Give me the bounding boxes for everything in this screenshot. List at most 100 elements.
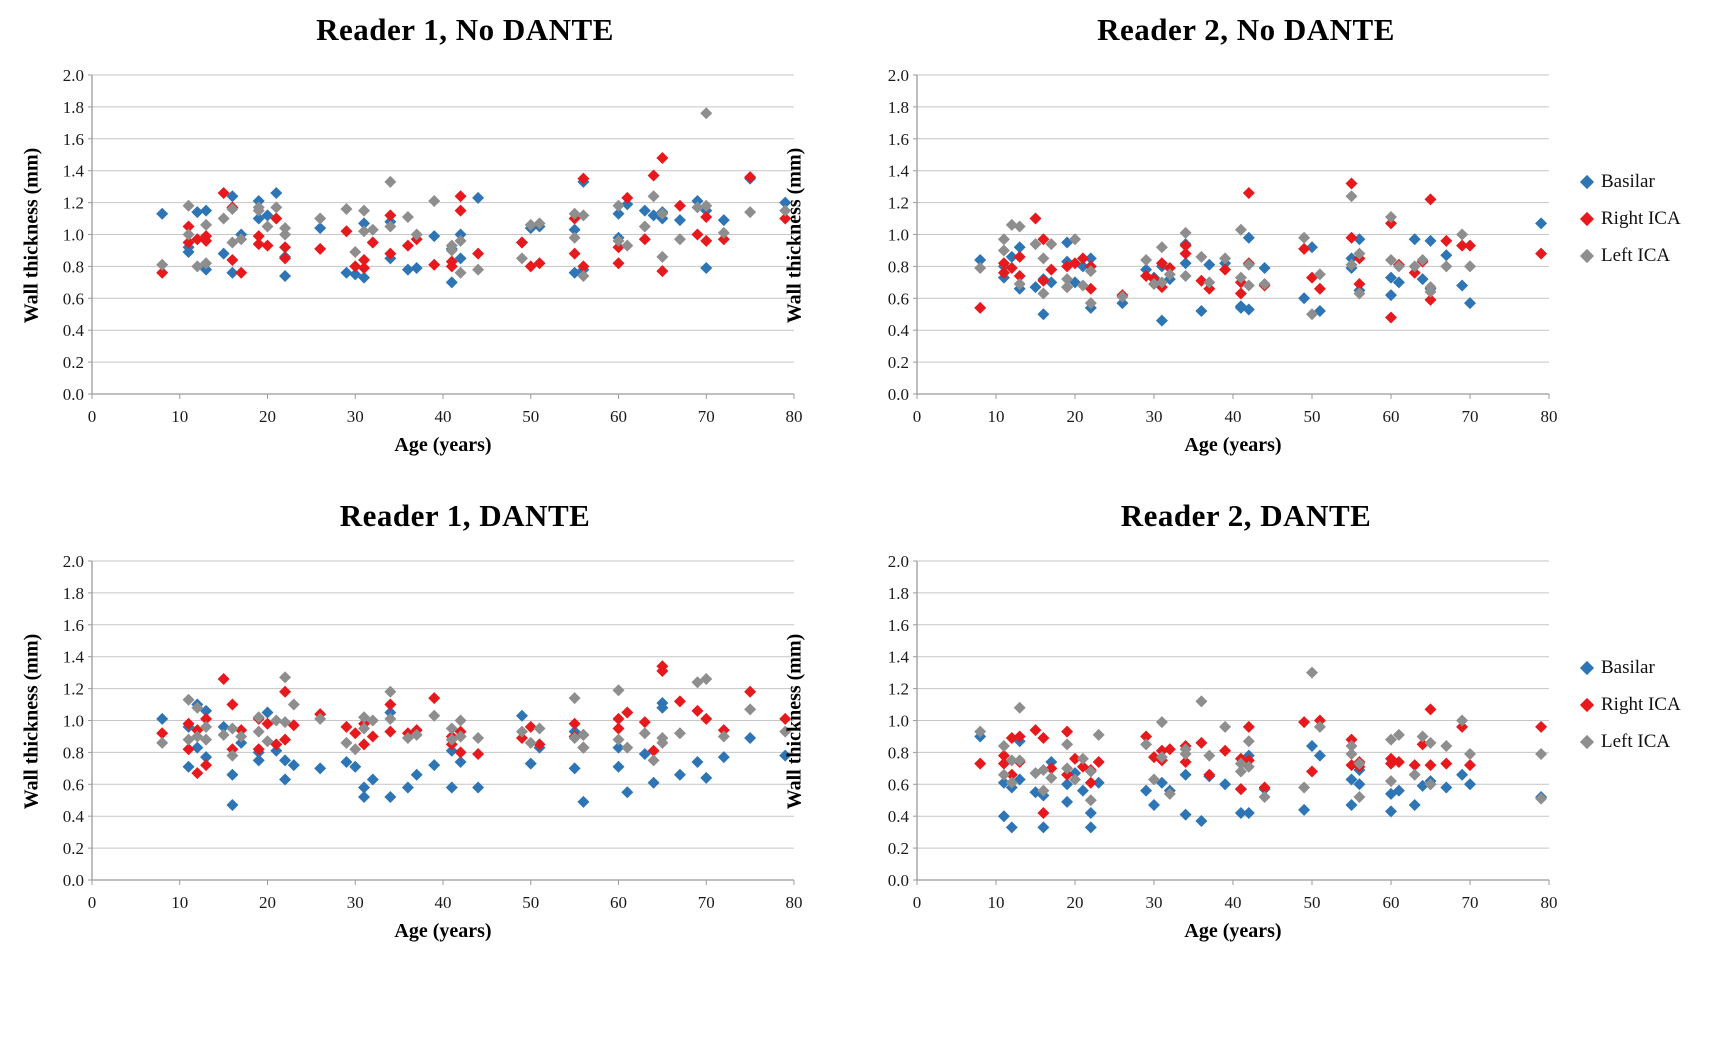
data-point-basilar — [182, 760, 195, 773]
x-tick-label: 70 — [698, 407, 715, 426]
data-point-right-ica — [997, 757, 1010, 770]
data-point-basilar — [1045, 755, 1058, 768]
data-point-left-ica — [410, 728, 423, 741]
data-point-basilar — [1045, 276, 1058, 289]
data-point-basilar — [358, 781, 371, 794]
data-point-left-ica — [779, 725, 792, 738]
data-point-basilar — [717, 214, 730, 227]
legend-label: Left ICA — [1601, 731, 1671, 752]
data-point-left-ica — [1456, 228, 1469, 241]
data-point-left-ica — [1076, 279, 1089, 292]
x-tick-label: 20 — [259, 407, 276, 426]
data-point-left-ica — [358, 204, 371, 217]
x-tick-label: 0 — [913, 407, 922, 426]
data-point-right-ica — [1385, 217, 1397, 230]
data-point-left-ica — [252, 711, 265, 724]
data-point-left-ica — [191, 730, 204, 743]
data-point-right-ica — [1092, 755, 1105, 768]
data-point-right-ica — [1013, 730, 1026, 743]
y-tick-label: 0.4 — [63, 321, 85, 340]
data-point-left-ica — [568, 692, 581, 705]
y-tick-label: 0.2 — [63, 353, 84, 372]
y-tick-label: 2.0 — [888, 552, 909, 571]
data-point-left-ica — [1440, 260, 1453, 273]
data-point-basilar — [1234, 301, 1247, 314]
basilar-diamond-icon — [1579, 660, 1595, 676]
data-point-left-ica — [340, 736, 353, 749]
data-point-basilar — [691, 195, 704, 208]
data-point-left-ica — [200, 720, 213, 733]
data-point-basilar — [524, 757, 537, 770]
data-point-basilar — [156, 712, 169, 725]
data-point-left-ica — [779, 204, 792, 217]
x-tick-label: 40 — [1225, 407, 1242, 426]
data-point-left-ica — [191, 701, 204, 714]
data-point-left-ica — [384, 685, 397, 698]
data-point-basilar — [1385, 271, 1397, 284]
data-point-left-ica — [1408, 768, 1421, 781]
data-point-left-ica — [1005, 218, 1018, 231]
chart-title: Reader 2, No DANTE — [1097, 12, 1395, 47]
x-tick-label: 0 — [88, 893, 97, 912]
data-point-basilar — [279, 773, 292, 786]
y-tick-label: 2.0 — [63, 552, 84, 571]
data-point-left-ica — [358, 225, 371, 238]
data-point-basilar — [472, 781, 485, 794]
data-point-left-ica — [1203, 276, 1216, 289]
data-point-right-ica — [454, 190, 467, 203]
data-point-basilar — [270, 187, 283, 200]
data-point-right-ica — [1179, 247, 1192, 260]
y-tick-label: 0.8 — [63, 743, 84, 762]
data-point-right-ica — [182, 743, 195, 756]
data-point-left-ica — [647, 754, 660, 767]
y-tick-label: 1.2 — [888, 194, 909, 213]
data-point-left-ica — [1345, 747, 1358, 760]
y-axis-title: Wall thickness (mm) — [783, 633, 806, 810]
y-tick-label: 0.8 — [888, 743, 909, 762]
data-point-basilar — [279, 269, 292, 282]
data-point-basilar — [638, 204, 651, 217]
chart-title: Reader 2, DANTE — [1120, 498, 1372, 533]
data-point-left-ica — [261, 735, 274, 748]
data-point-right-ica — [1219, 263, 1232, 276]
y-tick-label: 1.8 — [888, 98, 909, 117]
data-point-left-ica — [1155, 716, 1168, 729]
data-point-left-ica — [182, 199, 195, 212]
data-point-left-ica — [1242, 735, 1255, 748]
y-tick-label: 0.2 — [888, 839, 909, 858]
x-tick-label: 30 — [347, 407, 364, 426]
y-tick-label: 0.0 — [888, 871, 909, 890]
data-point-right-ica — [1258, 781, 1271, 794]
data-point-basilar — [358, 791, 371, 804]
x-tick-label: 0 — [913, 893, 922, 912]
x-tick-label: 60 — [1383, 893, 1400, 912]
data-point-basilar — [191, 741, 204, 754]
data-point-right-ica — [1076, 760, 1089, 773]
data-point-left-ica — [226, 749, 239, 762]
y-tick-label: 1.4 — [63, 162, 85, 181]
data-point-basilar — [217, 720, 230, 733]
data-point-basilar — [1069, 767, 1081, 780]
x-tick-label: 70 — [698, 893, 715, 912]
data-point-basilar — [1392, 276, 1405, 289]
data-point-basilar — [1416, 779, 1429, 792]
data-point-left-ica — [366, 714, 379, 727]
data-point-basilar — [1005, 821, 1018, 834]
data-point-left-ica — [1037, 784, 1050, 797]
data-point-basilar — [454, 228, 467, 241]
data-point-left-ica — [1084, 765, 1097, 778]
data-point-right-ica — [1416, 738, 1429, 751]
data-point-basilar — [1313, 749, 1326, 762]
data-point-right-ica — [1424, 293, 1437, 306]
data-point-left-ica — [1045, 771, 1058, 784]
data-point-left-ica — [621, 239, 634, 252]
data-point-left-ica — [1345, 190, 1358, 203]
data-point-left-ica — [200, 218, 213, 231]
chart-title: Reader 1, No DANTE — [316, 12, 614, 47]
data-point-left-ica — [235, 730, 248, 743]
data-point-basilar — [1084, 807, 1097, 820]
left-ica-diamond-icon — [1579, 248, 1595, 264]
data-point-left-ica — [217, 728, 230, 741]
data-point-left-ica — [1140, 254, 1153, 267]
